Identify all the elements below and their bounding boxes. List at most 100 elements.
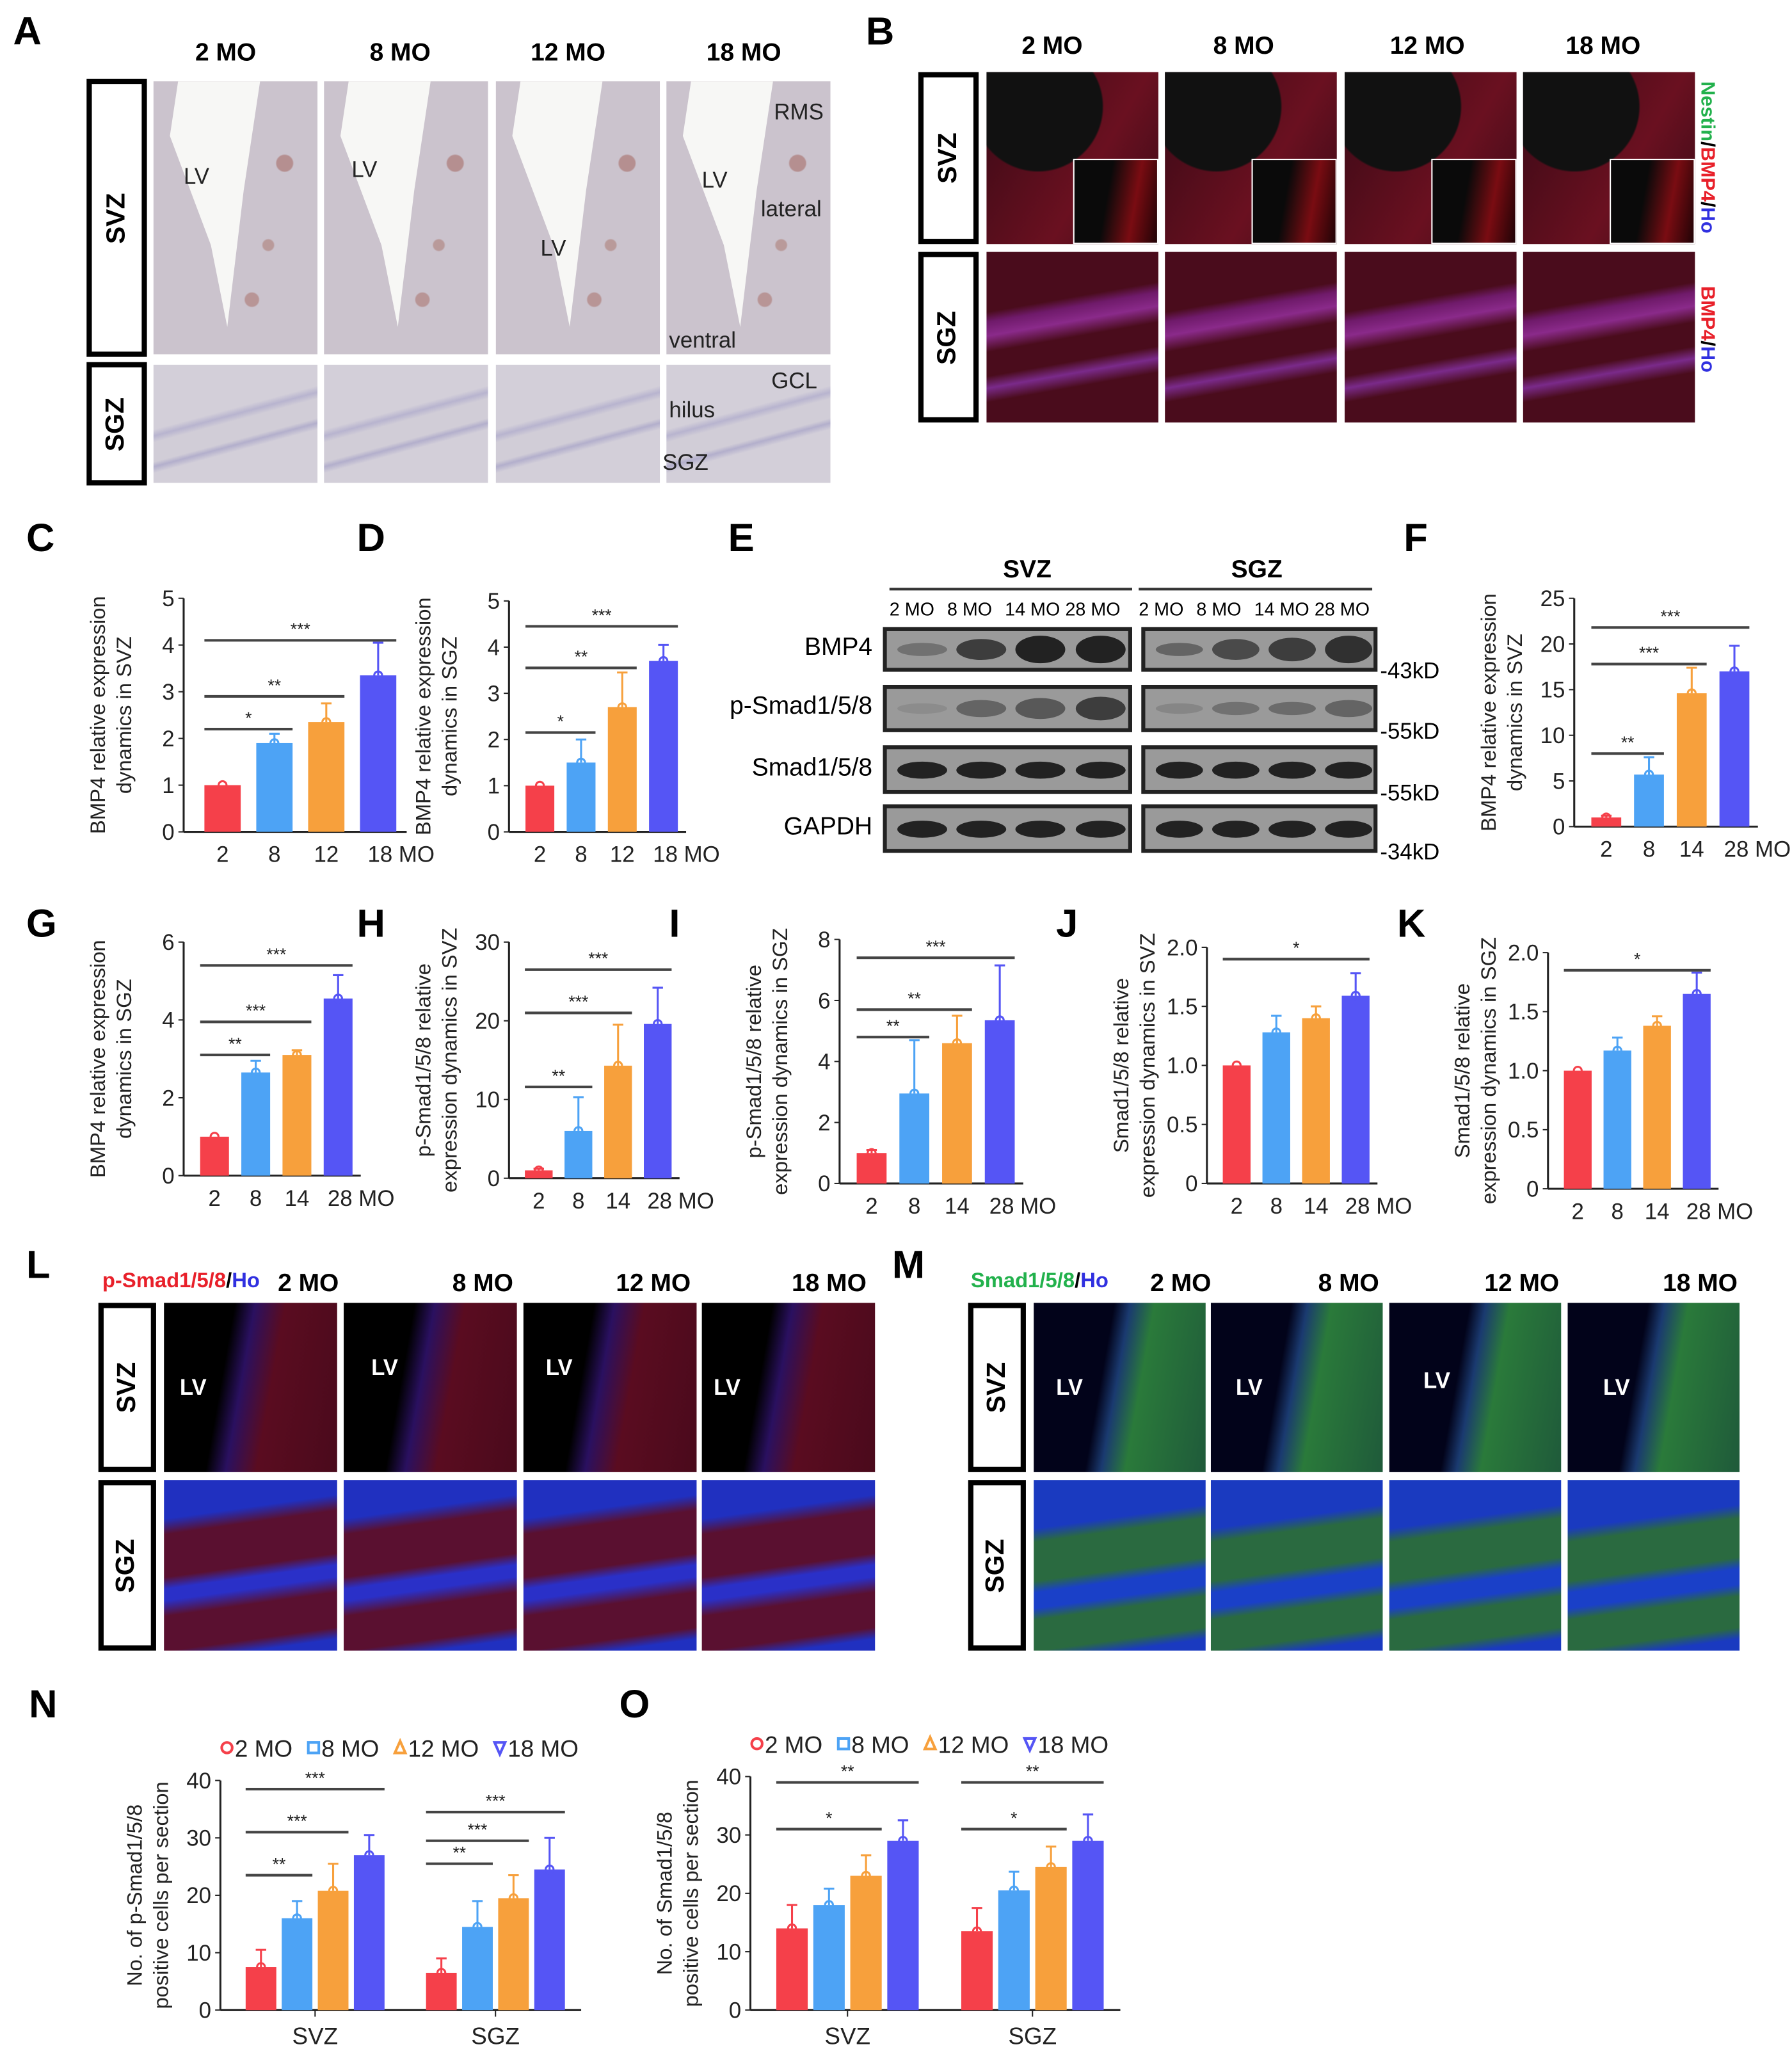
panelL-annotation: LV [714,1375,741,1401]
protein-band [1016,698,1066,719]
stain-bmp4: BMP4 [1696,285,1719,341]
x-tick-label: 14 [285,1186,310,1211]
panel-letter-E: E [728,517,755,561]
bar [998,1890,1030,2011]
y-tick-label: 1 [162,773,174,798]
y-axis-label: Smad1/5/8 relative [1450,983,1474,1158]
y-tick-label: 2.0 [1167,935,1197,960]
panelA-row-label-SGZ: SGZ [86,362,147,486]
stain-nestin: Nestin [1696,81,1719,142]
significance-label: *** [266,945,286,964]
y-tick-label: 10 [186,1941,211,1966]
y-tick-label: 1.0 [1167,1054,1197,1079]
panelL-image-sgz-18-MO [701,1480,876,1651]
molecular-weight-label: -55kD [1380,719,1440,744]
panelM-header-2-MO: 2 MO [1150,1270,1212,1298]
panelA-annotation: LV [351,157,378,182]
row-label-text: SVZ [982,1361,1011,1413]
bar [856,1153,887,1184]
data-point [373,670,383,680]
y-axis-label: expression dynamics in SVZ [437,928,461,1193]
bar [887,1840,919,2011]
y-tick-label: 8 [818,928,830,952]
significance-label: *** [246,1001,266,1020]
panelM-image-sgz-2-MO [1034,1480,1206,1651]
y-axis-label: BMP4 relative expression [411,597,435,835]
x-tick-label: SGZ [471,2023,520,2050]
panelL-row-label-SGZ: SGZ [98,1480,156,1651]
legend-label: 8 MO [851,1732,909,1758]
legend-label: 2 MO [235,1736,292,1762]
significance-label: *** [305,1769,325,1788]
blot-lane-label: 14 MO [1005,598,1060,620]
data-point [824,1900,835,1910]
bar [776,1928,808,2011]
data-point [613,1061,623,1071]
x-tick-label: SVZ [292,2023,338,2050]
panel-letter-I: I [669,903,680,946]
stain-sep: / [1075,1270,1081,1293]
protein-band [1075,820,1126,837]
y-axis-label: dynamics in SGZ [437,636,461,796]
bar [525,785,555,832]
y-tick-label: 0 [1553,815,1565,840]
panelM-annotation: LV [1056,1375,1084,1401]
y-axis-label: BMP4 relative expression [86,596,109,834]
x-tick-label: 14 [605,1189,630,1214]
blot-strip [883,684,1132,732]
bar [282,1918,313,2011]
data-point [333,993,343,1004]
panelL-image-svz-2-MO [164,1303,337,1472]
panelM-annotation: LV [1423,1368,1450,1393]
data-point [364,1850,374,1860]
panel-letter-J: J [1056,903,1078,946]
panelB-header-12-MO: 12 MO [1389,33,1465,61]
y-axis-label: expression dynamics in SGZ [1476,937,1500,1204]
data-point [1692,989,1702,999]
y-tick-label: 0.5 [1508,1118,1539,1143]
bar [323,998,353,1176]
protein-band [1016,760,1066,778]
significance-label: * [1634,950,1640,969]
y-tick-label: 6 [162,930,174,955]
panelM-image-svz-12-MO [1389,1303,1562,1472]
bar [1341,995,1370,1184]
data-point [1046,1862,1056,1872]
panelB-image-sgz-8-MO [1165,252,1337,423]
bar [850,1875,882,2011]
blot-lane-label: 28 MO [1065,598,1121,620]
panel-letter-N: N [29,1683,58,1727]
legend-label: 2 MO [765,1732,822,1758]
x-tick-label: 8 [250,1186,262,1211]
protein-band [1268,638,1316,662]
panelL-image-sgz-12-MO [523,1480,697,1651]
data-point [1686,688,1697,698]
data-point [1601,812,1612,823]
panelA-annotation: LV [701,168,728,193]
x-tick-label: 14 [1304,1194,1329,1219]
y-axis-label: Smad1/5/8 relative [1109,978,1133,1153]
stain-bmp4: BMP4 [1696,147,1719,202]
significance-label: *** [291,620,310,639]
stain-ho: Ho [1696,346,1719,373]
data-point [209,1132,220,1142]
inset-image [1431,159,1517,245]
x-tick-label: 28 MO [989,1194,1057,1219]
panelM-header-8-MO: 8 MO [1318,1270,1379,1298]
significance-label: *** [1639,643,1659,663]
protein-band [1268,820,1316,837]
y-tick-label: 0 [729,1998,741,2023]
x-tick-label: 2 [865,1194,877,1219]
data-point [534,780,545,791]
y-axis-label: positive cells per section [678,1779,702,2007]
panelM-row-label-SVZ: SVZ [968,1303,1026,1472]
x-tick-label: 28 MO [647,1189,714,1214]
x-tick-label: 28 MO [1686,1199,1754,1224]
significance-label: ** [552,1066,565,1086]
stain-ho: Ho [232,1270,260,1293]
bar [1262,1032,1290,1184]
blot-lane-label: 2 MO [1139,598,1184,620]
stain-ho: Ho [1080,1270,1108,1293]
bar [200,1136,229,1176]
